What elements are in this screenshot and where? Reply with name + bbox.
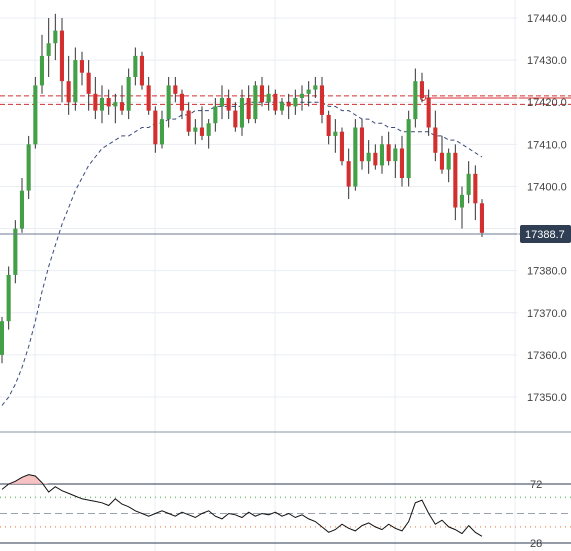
candle-down (419, 81, 424, 98)
price-tick-label: 17370.0 (527, 308, 567, 320)
rsi-level-label: 28 (530, 538, 542, 550)
candle-up (466, 173, 471, 195)
candle-up (193, 127, 198, 132)
candle-down (399, 148, 404, 178)
candle-up (313, 85, 318, 90)
candle-up (446, 152, 451, 170)
candle-up (19, 190, 24, 229)
candle-down (106, 98, 111, 107)
candle-up (379, 144, 384, 166)
price-tick-label: 17400.0 (527, 181, 567, 193)
price-tick-label: 17430.0 (527, 55, 567, 67)
price-tick-label: 17420.0 (527, 97, 567, 109)
candle-down (246, 98, 251, 120)
candle-up (219, 98, 224, 107)
rsi-level-label: 72 (530, 479, 542, 491)
candle-up (73, 60, 78, 103)
candle-down (119, 102, 124, 111)
price-tick-label: 17380.0 (527, 266, 567, 278)
candle-up (99, 98, 104, 111)
candle-down (339, 131, 344, 162)
candle-down (439, 152, 444, 170)
candle-up (406, 119, 411, 179)
candlesticks (0, 13, 484, 364)
candle-up (393, 148, 398, 162)
candle-down (86, 72, 91, 94)
candle-down (346, 161, 351, 187)
last-price-tag-text: 17388.7 (525, 229, 565, 241)
candle-up (239, 98, 244, 128)
price-axis: 17350.017360.017370.017380.017390.017400… (517, 0, 567, 432)
candle-up (6, 274, 11, 322)
candle-up (33, 85, 38, 145)
candle-down (146, 85, 151, 111)
candle-down (473, 173, 478, 204)
candle-down (259, 85, 264, 103)
candle-up (213, 106, 218, 124)
candle-down (286, 102, 291, 107)
candle-down (453, 152, 458, 208)
candle-up (459, 194, 464, 208)
candle-down (386, 144, 391, 162)
rsi-line (1, 474, 483, 537)
candle-down (59, 30, 64, 82)
candle-down (186, 110, 191, 132)
candle-down (359, 127, 364, 162)
candle-down (199, 127, 204, 136)
candle-up (26, 144, 31, 191)
candle-down (273, 93, 278, 111)
resistance-levels (0, 95, 571, 105)
candle-down (66, 81, 71, 103)
last-price-tag-bg (520, 225, 571, 244)
candle-up (306, 89, 311, 94)
candle-up (166, 85, 171, 120)
price-tick-label: 17440.0 (527, 13, 567, 25)
candle-up (126, 77, 131, 111)
candle-up (293, 98, 298, 107)
candle-down (319, 85, 324, 115)
candle-down (173, 85, 178, 94)
candle-up (353, 127, 358, 187)
candle-up (333, 131, 338, 136)
candle-down (226, 98, 231, 111)
candle-down (233, 110, 238, 128)
candle-up (266, 93, 271, 103)
candle-down (139, 55, 144, 86)
price-tick-label: 17360.0 (527, 350, 567, 362)
grid-lines (0, 0, 518, 551)
last-price-tag: 17388.7 (520, 225, 571, 244)
candle-down (426, 98, 431, 128)
candle-up (113, 102, 118, 107)
candle-down (433, 127, 438, 153)
candle-down (93, 93, 98, 111)
candle-down (373, 152, 378, 166)
price-tick-label: 17410.0 (527, 139, 567, 151)
candle-up (253, 85, 258, 120)
candle-up (46, 43, 51, 56)
candle-down (326, 114, 331, 136)
rsi-overbought-area (2, 474, 56, 484)
candle-down (179, 93, 184, 111)
candle-up (13, 228, 18, 275)
candle-up (0, 321, 4, 355)
candle-down (153, 110, 158, 145)
candle-down (79, 60, 84, 73)
candle-up (299, 93, 304, 98)
candle-down (479, 203, 484, 233)
candle-up (39, 55, 44, 86)
price-tick-label: 17350.0 (527, 392, 567, 404)
candle-up (159, 119, 164, 145)
rsi-indicator: 72 28 (0, 474, 571, 550)
candle-up (413, 81, 418, 120)
candle-up (279, 102, 284, 111)
candle-up (133, 55, 138, 77)
candle-up (53, 30, 58, 44)
candle-up (366, 152, 371, 162)
candle-up (206, 123, 211, 136)
